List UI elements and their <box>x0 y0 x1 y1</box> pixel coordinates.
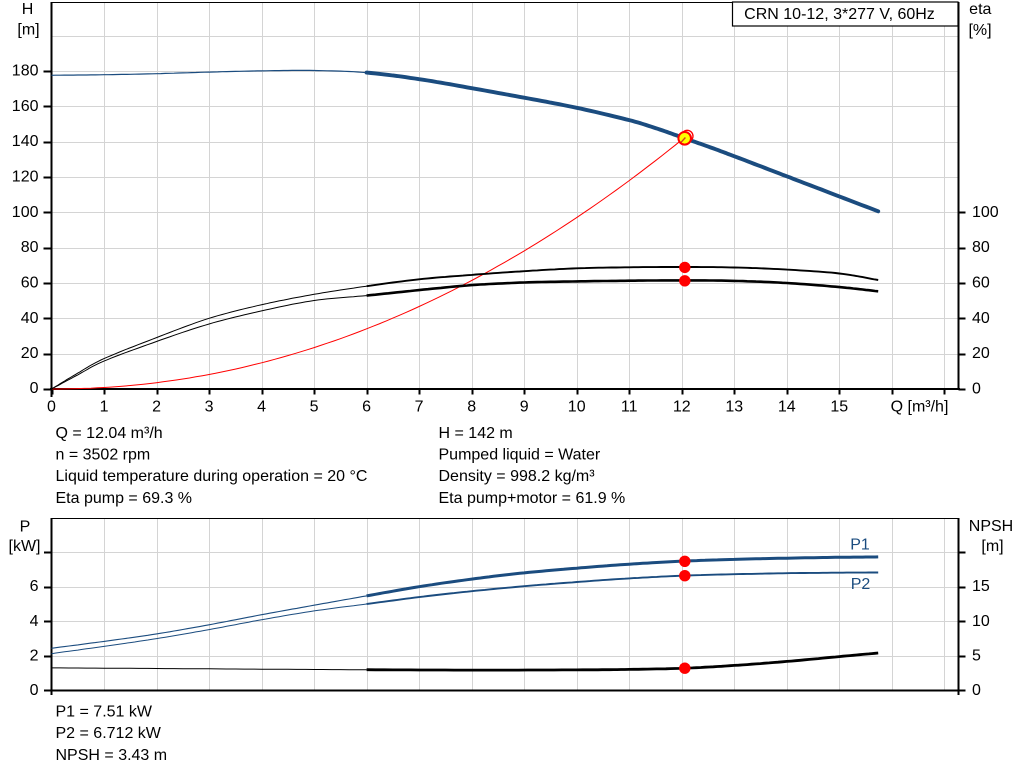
svg-text:100: 100 <box>972 204 999 221</box>
svg-text:H = 142 m: H = 142 m <box>439 425 513 442</box>
svg-text:13: 13 <box>725 398 743 415</box>
svg-text:P: P <box>20 519 31 536</box>
svg-text:40: 40 <box>972 310 990 327</box>
svg-text:11: 11 <box>621 398 638 415</box>
svg-text:H: H <box>22 1 34 18</box>
svg-text:n = 3502 rpm: n = 3502 rpm <box>56 447 151 464</box>
svg-text:140: 140 <box>12 133 39 150</box>
svg-text:7: 7 <box>415 398 424 415</box>
svg-text:P2 = 6.712 kW: P2 = 6.712 kW <box>56 725 162 742</box>
svg-text:15: 15 <box>830 398 848 415</box>
svg-text:P1 = 7.51 kW: P1 = 7.51 kW <box>56 704 153 721</box>
svg-text:0: 0 <box>30 380 39 397</box>
svg-text:10: 10 <box>972 613 990 630</box>
svg-text:0: 0 <box>972 682 981 699</box>
svg-text:[m]: [m] <box>17 22 39 39</box>
svg-text:80: 80 <box>972 239 990 256</box>
svg-text:0: 0 <box>47 398 56 415</box>
svg-text:120: 120 <box>12 169 39 186</box>
svg-text:20: 20 <box>972 345 990 362</box>
svg-text:0: 0 <box>972 381 981 398</box>
svg-text:40: 40 <box>21 310 39 327</box>
svg-text:Pumped liquid = Water: Pumped liquid = Water <box>439 447 601 464</box>
svg-text:NPSH: NPSH <box>969 518 1013 535</box>
svg-text:0: 0 <box>30 682 39 699</box>
svg-text:2: 2 <box>30 647 39 664</box>
svg-text:Eta pump+motor = 61.9 %: Eta pump+motor = 61.9 % <box>439 490 626 507</box>
svg-text:Liquid temperature during oper: Liquid temperature during operation = 20… <box>56 468 368 485</box>
svg-text:100: 100 <box>12 204 39 221</box>
svg-text:[%]: [%] <box>968 22 991 39</box>
svg-text:NPSH = 3.43 m: NPSH = 3.43 m <box>56 747 168 764</box>
svg-text:14: 14 <box>778 398 796 415</box>
svg-text:1: 1 <box>100 398 109 415</box>
svg-text:Q = 12.04 m³/h: Q = 12.04 m³/h <box>56 425 163 442</box>
svg-text:10: 10 <box>568 398 586 415</box>
svg-text:6: 6 <box>362 398 371 415</box>
svg-text:8: 8 <box>467 398 476 415</box>
svg-text:180: 180 <box>12 63 39 80</box>
svg-text:CRN 10-12, 3*277 V, 60Hz: CRN 10-12, 3*277 V, 60Hz <box>744 6 935 23</box>
svg-text:6: 6 <box>30 578 39 595</box>
svg-text:P2: P2 <box>851 576 871 593</box>
svg-text:160: 160 <box>12 98 39 115</box>
svg-text:80: 80 <box>21 239 39 256</box>
svg-text:Eta pump = 69.3 %: Eta pump = 69.3 % <box>56 490 193 507</box>
svg-text:[m]: [m] <box>981 538 1003 555</box>
svg-text:60: 60 <box>21 275 39 292</box>
svg-text:Q [m³/h]: Q [m³/h] <box>891 398 949 415</box>
svg-text:[kW]: [kW] <box>9 538 41 555</box>
svg-text:15: 15 <box>972 578 990 595</box>
svg-text:5: 5 <box>972 647 981 664</box>
svg-text:P1: P1 <box>850 537 870 554</box>
svg-text:2: 2 <box>152 398 161 415</box>
svg-text:4: 4 <box>30 613 39 630</box>
svg-text:Density = 998.2 kg/m³: Density = 998.2 kg/m³ <box>439 468 596 485</box>
svg-text:4: 4 <box>257 398 266 415</box>
svg-text:5: 5 <box>310 398 319 415</box>
svg-text:60: 60 <box>972 275 990 292</box>
svg-text:12: 12 <box>673 398 691 415</box>
svg-text:9: 9 <box>520 398 529 415</box>
svg-text:eta: eta <box>969 1 991 18</box>
svg-text:20: 20 <box>21 345 39 362</box>
svg-text:3: 3 <box>205 398 214 415</box>
